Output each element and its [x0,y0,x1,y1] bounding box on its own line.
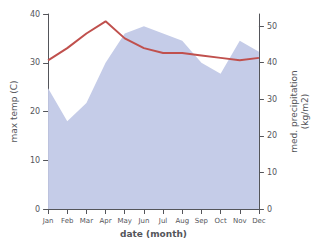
svg-text:0: 0 [267,205,272,214]
svg-text:10: 10 [30,156,40,165]
svg-text:date (month): date (month) [120,229,187,239]
svg-text:Jun: Jun [137,217,149,225]
svg-text:Jul: Jul [158,217,168,225]
svg-text:30: 30 [267,95,277,104]
svg-text:40: 40 [30,10,40,19]
svg-text:20: 20 [267,131,277,140]
svg-text:20: 20 [30,107,40,116]
svg-text:Oct: Oct [215,217,227,225]
svg-text:Apr: Apr [100,217,112,225]
svg-text:0: 0 [35,205,40,214]
svg-text:50: 50 [267,22,277,31]
svg-text:(kg/m2): (kg/m2) [300,94,310,129]
svg-text:30: 30 [30,58,40,67]
svg-text:Feb: Feb [61,217,74,225]
svg-text:Aug: Aug [175,217,189,225]
svg-text:Sep: Sep [195,217,209,225]
svg-text:Jan: Jan [42,217,54,225]
svg-text:med. precipitation: med. precipitation [289,70,299,152]
svg-text:10: 10 [267,168,277,177]
svg-text:Dec: Dec [252,217,266,225]
svg-text:Nov: Nov [233,217,247,225]
svg-text:May: May [118,217,132,225]
svg-text:40: 40 [267,58,277,67]
svg-text:max temp (C): max temp (C) [9,80,19,142]
svg-text:Mar: Mar [80,217,93,225]
